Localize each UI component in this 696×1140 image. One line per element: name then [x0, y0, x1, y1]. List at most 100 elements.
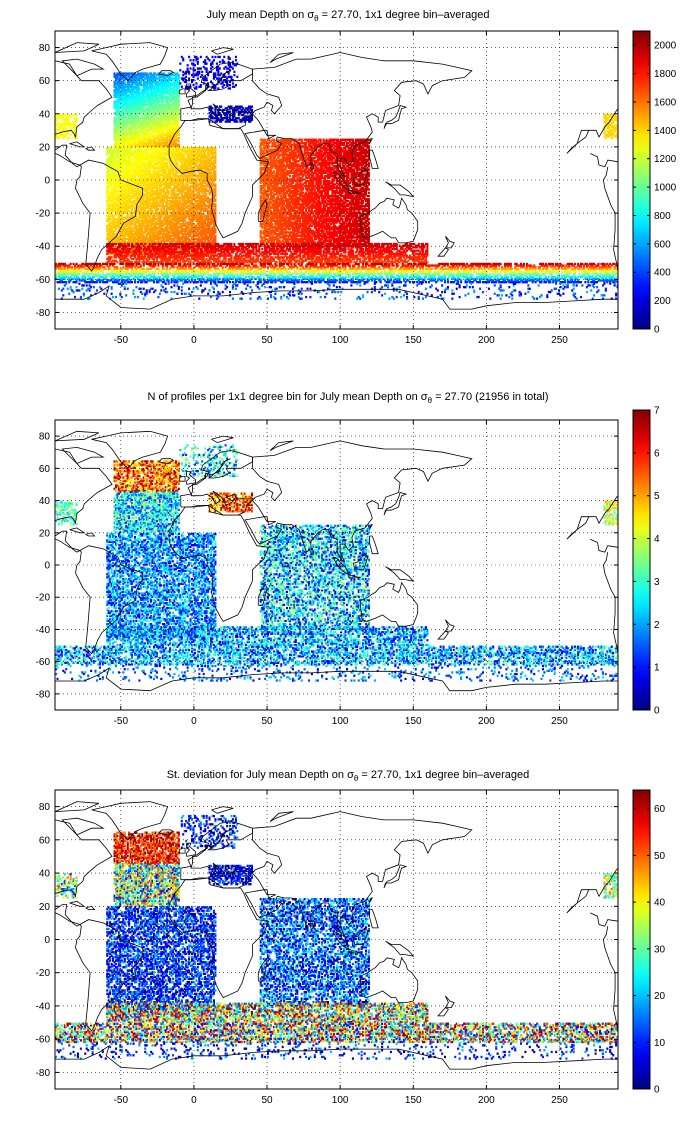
data-cell — [164, 117, 167, 120]
data-cell — [161, 92, 164, 95]
data-cell — [138, 103, 141, 107]
data-cell — [126, 107, 129, 110]
data-cell — [148, 113, 151, 117]
data-cell — [115, 135, 118, 138]
data-cell — [117, 143, 120, 146]
data-cell — [128, 110, 131, 113]
data-cell — [169, 120, 172, 123]
data-cell — [131, 107, 134, 110]
data-cell — [141, 95, 144, 98]
data-cell — [176, 90, 179, 93]
data-cell — [144, 138, 147, 141]
data-cell — [134, 127, 137, 130]
data-cell — [174, 79, 177, 82]
data-cell — [132, 133, 135, 136]
data-cell — [160, 122, 163, 125]
data-cell — [161, 77, 164, 80]
data-cell — [139, 112, 142, 115]
data-cell — [138, 143, 141, 146]
data-cell — [115, 103, 118, 107]
data-cell — [176, 84, 179, 87]
data-cell — [110, 176, 113, 180]
data-cell — [115, 145, 118, 148]
data-cell — [106, 218, 109, 221]
data-cell — [116, 72, 119, 75]
data-cell — [141, 97, 144, 100]
data-cell — [110, 194, 113, 198]
data-cell — [155, 135, 158, 138]
data-cell — [169, 72, 172, 75]
data-cell — [145, 77, 148, 80]
data-cell — [147, 102, 150, 105]
data-cell — [117, 145, 120, 148]
data-cell — [164, 115, 167, 118]
data-cell — [160, 135, 163, 138]
data-cell — [136, 82, 139, 85]
data-cell — [120, 110, 123, 113]
data-cell — [129, 128, 132, 132]
data-cell — [167, 88, 170, 92]
data-cell — [163, 87, 166, 90]
data-cell — [166, 100, 169, 103]
data-cell — [145, 120, 148, 123]
data-cell — [167, 132, 170, 135]
data-cell — [120, 137, 123, 140]
data-cell — [106, 188, 109, 191]
data-cell — [109, 156, 112, 160]
data-cell — [161, 137, 164, 140]
data-cell — [151, 209, 154, 213]
data-cell — [123, 82, 126, 85]
data-cell — [117, 115, 120, 118]
data-cell — [151, 133, 154, 136]
data-cell — [147, 85, 150, 88]
data-cell — [160, 82, 163, 85]
data-cell — [172, 82, 175, 85]
data-cell — [132, 97, 135, 100]
data-cell — [160, 92, 163, 95]
data-cell — [148, 115, 151, 118]
data-cell — [120, 133, 123, 136]
data-cell — [129, 80, 132, 84]
data-cell — [135, 117, 138, 120]
data-cell — [170, 128, 173, 132]
data-cell — [122, 88, 125, 92]
data-cell — [142, 117, 145, 120]
data-cell — [151, 98, 154, 102]
data-cell — [144, 77, 147, 80]
data-cell — [157, 133, 160, 136]
data-cell — [139, 103, 142, 107]
data-cell — [110, 191, 113, 194]
data-cell — [128, 82, 131, 85]
data-cell — [115, 128, 118, 132]
data-cell — [134, 75, 137, 79]
data-cell — [131, 128, 134, 132]
data-cell — [117, 93, 120, 97]
data-cell — [147, 93, 150, 97]
data-cell — [110, 178, 113, 181]
data-cell — [139, 140, 142, 143]
data-cell — [110, 218, 113, 221]
data-cell — [123, 127, 126, 130]
data-cell — [110, 148, 113, 151]
data-cell — [153, 107, 156, 110]
data-cell — [167, 95, 170, 98]
data-cell — [153, 72, 156, 75]
data-cell — [135, 98, 138, 102]
data-cell — [141, 141, 144, 145]
data-cell — [155, 87, 158, 90]
data-cell — [142, 103, 145, 107]
data-cell — [134, 120, 137, 123]
data-cell — [153, 93, 156, 97]
data-cell — [150, 103, 153, 107]
data-cell — [174, 145, 177, 148]
data-cell — [174, 123, 177, 127]
data-cell — [132, 125, 135, 128]
data-cell — [176, 80, 179, 84]
data-cell — [166, 138, 169, 141]
data-cell — [148, 95, 151, 98]
data-cell — [172, 98, 175, 102]
data-cell — [148, 105, 151, 108]
data-cell — [174, 113, 177, 117]
data-cell — [126, 108, 129, 112]
data-cell — [106, 229, 109, 233]
